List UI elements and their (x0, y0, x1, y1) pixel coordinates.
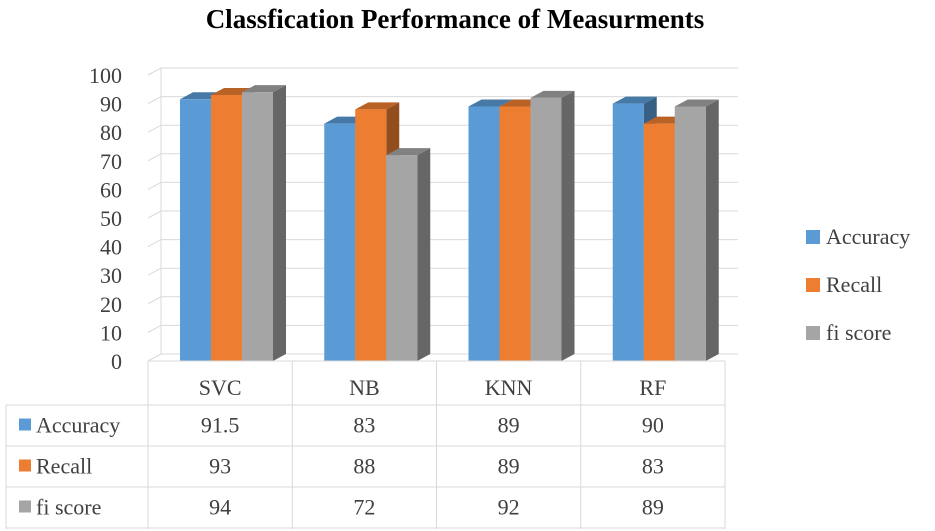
y-tick-label: 20 (100, 292, 122, 317)
legend-swatch (806, 326, 820, 340)
bar-front (242, 92, 273, 361)
table-cell: 89 (498, 454, 520, 479)
bar-top (674, 99, 719, 107)
table-row-swatch (19, 418, 31, 431)
table-cell: 93 (209, 454, 231, 479)
y-tick-label: 0 (111, 349, 122, 374)
legend-label: Recall (826, 272, 882, 297)
bar-side (417, 148, 431, 361)
chart-title: Classfication Performance of Measurments (206, 4, 705, 34)
bar-fi-score-knn (530, 90, 575, 361)
bar-top (355, 102, 400, 110)
bar-front (674, 106, 706, 362)
gridline (147, 67, 738, 76)
bar-top (530, 90, 575, 98)
data-table: SVC NB KNN RF Accuracy 91.5 83 89 90 Recall 93 88 89… (5, 360, 726, 529)
category-label: NB (349, 375, 380, 400)
table-cell: 91.5 (201, 413, 240, 438)
bar-front (643, 123, 675, 362)
table-row-label: Recall (36, 454, 92, 479)
table-row-label: fi score (36, 495, 101, 520)
legend-label: Accuracy (826, 224, 910, 249)
table-cell: 90 (642, 413, 664, 438)
table-cell: 89 (498, 413, 520, 438)
bar-front (468, 106, 500, 362)
bar-front (180, 99, 211, 361)
y-tick-label: 30 (100, 263, 122, 288)
y-tick-label: 70 (100, 149, 122, 174)
y-tick-label: 100 (89, 63, 122, 88)
bar-top (242, 85, 286, 93)
table-row-swatch (19, 459, 31, 472)
bar-top (612, 96, 657, 104)
bar-side (561, 90, 575, 361)
category-label: RF (639, 375, 666, 400)
legend-label: fi score (826, 320, 891, 345)
y-tick-label: 10 (100, 320, 122, 345)
bar-front (324, 123, 356, 362)
bar-front (355, 109, 387, 361)
bar-fi-score-rf (674, 99, 719, 362)
legend-swatch (806, 278, 820, 292)
y-tick-label: 60 (100, 177, 122, 202)
table-row-swatch (19, 500, 31, 513)
table-cell: 83 (642, 454, 664, 479)
y-tick-label: 90 (100, 92, 122, 117)
y-tick-label: 40 (100, 235, 122, 260)
table-cell: 83 (353, 413, 375, 438)
bar-fi-score-nb (386, 148, 431, 361)
y-tick-label: 50 (100, 206, 122, 231)
legend: Accuracy Recall fi score (806, 224, 910, 345)
bar-top (468, 99, 513, 107)
bar-side (705, 99, 719, 362)
table-cell: 88 (353, 454, 375, 479)
legend-swatch (806, 230, 820, 244)
table-cell: 72 (353, 495, 375, 520)
bar-front (386, 155, 418, 361)
y-axis-ticks: 0 10 20 30 40 50 60 70 80 90 100 (89, 63, 122, 374)
table-cell: 94 (209, 495, 231, 520)
bar-front (211, 95, 242, 362)
category-label: KNN (485, 375, 533, 400)
table-cell: 92 (498, 495, 520, 520)
bars (180, 85, 719, 362)
bar-side (273, 85, 286, 361)
bar-front (499, 106, 531, 362)
table-row-label: Accuracy (36, 413, 120, 438)
category-label: SVC (199, 375, 242, 400)
y-tick-label: 80 (100, 120, 122, 145)
bar-fi-score-svc (242, 85, 286, 361)
bar-top (386, 148, 431, 156)
table-cell: 89 (642, 495, 664, 520)
bar-front (530, 97, 562, 361)
bar-front (612, 103, 644, 361)
